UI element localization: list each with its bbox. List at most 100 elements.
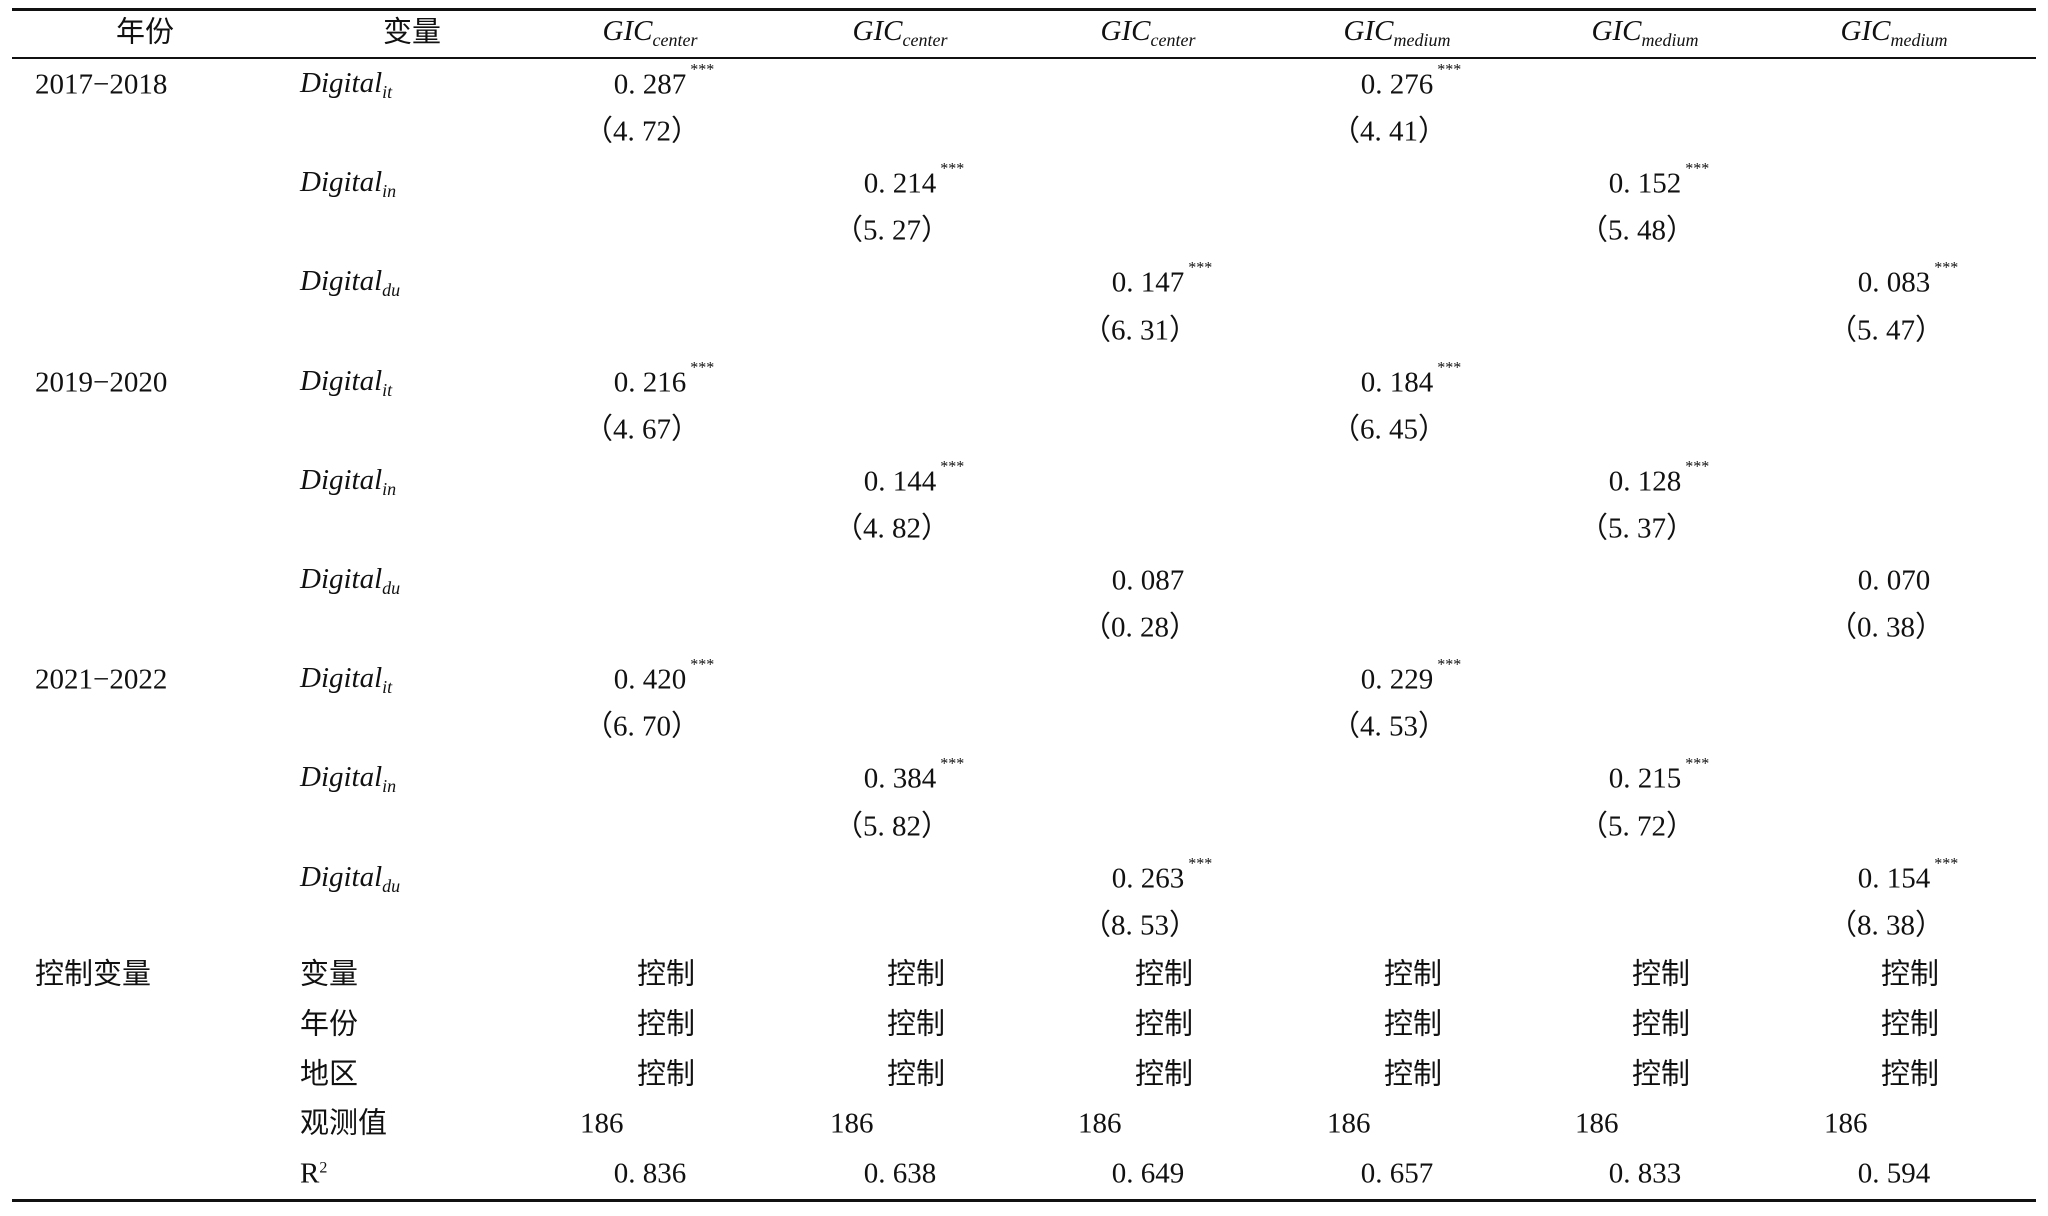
header-text: 年份 [115, 16, 175, 49]
t-statistic: （5. 47） [1828, 316, 1944, 345]
t-statistic: （5. 48） [1578, 214, 1696, 247]
significance-stars: *** [1685, 755, 1710, 773]
t-statistic: （8. 53） [1082, 911, 1198, 940]
r2-text: 0. 833 [1608, 1157, 1682, 1190]
subscripted-label: Digitalit [300, 662, 392, 697]
cell: 控制 [887, 1060, 945, 1089]
coefficient: 0. 276 *** [1361, 62, 1462, 100]
subscripted-label: Digitalin [300, 168, 396, 201]
coef-value: 0. 215 [1608, 762, 1682, 795]
subscripted-label: GICmedium [1344, 17, 1451, 50]
significance-stars: *** [690, 61, 715, 79]
t-statistic: （6. 45） [1331, 415, 1447, 444]
r2-value: 0. 649 [1112, 1159, 1185, 1188]
subscript: it [382, 82, 393, 102]
cell-text: 控制 [1631, 1008, 1691, 1041]
year-label: 2019−2020 [35, 368, 167, 397]
subscript: du [382, 578, 401, 598]
year-label: 2021−2022 [35, 665, 167, 695]
base-text: GIC [1591, 15, 1642, 47]
cell: 186 [580, 1107, 624, 1140]
header-label: 变量 [383, 18, 441, 48]
r2-value: 0. 833 [1609, 1159, 1682, 1188]
significance-stars: *** [1188, 259, 1213, 277]
cell-text: 控制 [636, 958, 696, 991]
controls-text: 控制变量 [35, 958, 152, 991]
coef-value: 0. 184 [1360, 366, 1434, 399]
r2-name: R2 [300, 1159, 327, 1188]
subscript: center [1150, 30, 1196, 50]
t-value: （5. 37） [1578, 512, 1696, 545]
coef-value: 0. 128 [1608, 465, 1682, 498]
base-text: GIC [1100, 15, 1151, 47]
coefficient: 0. 384 *** [864, 756, 965, 794]
t-statistic: （6. 70） [583, 710, 701, 743]
subscript: medium [1890, 30, 1948, 50]
base-text: Digital [300, 662, 383, 695]
r2-base: R [300, 1157, 320, 1190]
base-text: Digital [300, 364, 383, 397]
cell: 控制 [1880, 958, 1940, 991]
subscripted-label: Digitaldu [300, 267, 400, 300]
subscript: center [902, 30, 948, 50]
base-text: Digital [300, 563, 383, 595]
t-value: （4. 72） [583, 115, 701, 148]
cell-text: 186 [830, 1107, 874, 1140]
cell-text: 186 [580, 1107, 624, 1140]
header-rule [12, 57, 2036, 59]
subscript: medium [1641, 30, 1699, 50]
r2-sup: 2 [319, 1159, 328, 1177]
base-text: GIC [852, 15, 903, 47]
cell-text: 186 [1824, 1107, 1868, 1140]
coefficient: 0. 144 *** [864, 459, 965, 496]
cell-text: 控制 [886, 958, 946, 991]
row-name: 变量 [300, 960, 358, 990]
t-statistic: （4. 41） [1330, 115, 1448, 148]
coefficient: 0. 214 *** [863, 161, 965, 200]
cell-text: 控制 [1134, 1008, 1194, 1041]
year-label: 2017−2018 [35, 70, 167, 100]
cell: 控制 [1632, 1060, 1690, 1089]
base-text: Digital [300, 761, 383, 794]
cell: 控制 [637, 1010, 695, 1039]
coef-value: 0. 070 [1857, 564, 1931, 597]
t-statistic: （6. 31） [1082, 316, 1198, 345]
coefficient: 0. 152 *** [1608, 161, 1710, 200]
subscripted-label: GICmedium [1591, 15, 1699, 50]
significance-stars: *** [1685, 160, 1710, 178]
cell: 控制 [1881, 1060, 1939, 1089]
row-name-text: 年份 [300, 1008, 359, 1041]
t-statistic: （0. 28） [1081, 611, 1199, 644]
t-statistic: （5. 37） [1579, 514, 1695, 543]
r2-value: 0. 657 [1361, 1159, 1434, 1188]
subscript: du [382, 875, 401, 896]
t-statistic: （8. 38） [1828, 911, 1944, 940]
coef-value: 0. 214 [863, 167, 937, 200]
subscript: it [382, 379, 393, 400]
t-statistic: （4. 72） [583, 115, 701, 148]
coef-value: 0. 152 [1608, 167, 1682, 200]
base-text: GIC [1840, 15, 1891, 47]
cell: 控制 [887, 1010, 945, 1039]
t-statistic: （0. 38） [1828, 613, 1944, 643]
top-rule [12, 8, 2036, 11]
cell: 控制 [1384, 1010, 1442, 1039]
cell-text: 控制 [1880, 1058, 1940, 1091]
t-value: （5. 48） [1578, 214, 1696, 247]
t-value: （0. 28） [1081, 611, 1199, 644]
t-value: （6. 70） [583, 710, 701, 743]
row-name: 观测值 [300, 1107, 388, 1140]
cell-text: 186 [1078, 1107, 1122, 1140]
t-statistic: （4. 67） [584, 415, 700, 444]
cell-text: 186 [1327, 1107, 1371, 1140]
cell-text: 控制 [1880, 958, 1940, 991]
subscripted-label: GICcenter [852, 15, 948, 50]
row-name-text: 观测值 [300, 1107, 388, 1140]
t-value: （5. 47） [1827, 314, 1945, 347]
t-value: （6. 45） [1330, 413, 1448, 446]
cell-text: 控制 [1631, 958, 1691, 991]
t-value: （4. 41） [1330, 115, 1448, 148]
coefficient: 0. 087 [1112, 566, 1185, 596]
cell: 186 [1824, 1107, 1868, 1140]
